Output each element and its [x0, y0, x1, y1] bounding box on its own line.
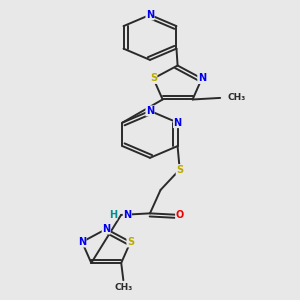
- Text: N: N: [146, 10, 154, 20]
- Text: N: N: [102, 224, 110, 234]
- Text: N: N: [173, 118, 181, 128]
- Text: H: H: [109, 210, 117, 220]
- Text: N: N: [198, 74, 206, 83]
- Text: O: O: [176, 210, 184, 220]
- Text: N: N: [123, 210, 131, 220]
- Text: S: S: [150, 74, 157, 83]
- Text: N: N: [78, 237, 86, 247]
- Text: CH₃: CH₃: [114, 283, 133, 292]
- Text: S: S: [176, 165, 183, 175]
- Text: N: N: [146, 106, 154, 116]
- Text: S: S: [127, 237, 134, 247]
- Text: CH₃: CH₃: [228, 93, 246, 102]
